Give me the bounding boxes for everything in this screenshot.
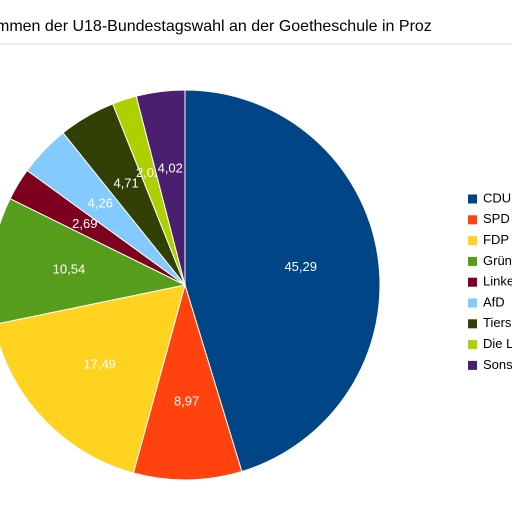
- legend-swatch: [468, 340, 477, 350]
- slice-label: 8,97: [174, 393, 199, 408]
- legend-swatch: [468, 194, 477, 204]
- pie-slice: [184, 89, 381, 473]
- legend-label: SPD: [483, 211, 510, 226]
- legend-label: Grün: [483, 253, 512, 268]
- legend-label: FDP: [483, 232, 509, 247]
- chart-title: mmen der U18-Bundestagswahl an der Goeth…: [0, 18, 432, 35]
- pie-slice: [132, 283, 243, 481]
- slice-label: 4,26: [88, 196, 113, 211]
- legend-swatch: [468, 298, 477, 308]
- pie-slice: [135, 89, 186, 286]
- pie-slice: [0, 284, 186, 474]
- legend-swatch: [468, 236, 477, 246]
- legend-swatch: [468, 256, 477, 266]
- slice-label: 2,69: [72, 216, 97, 231]
- slice-label: 17,49: [83, 356, 116, 371]
- legend-swatch: [468, 215, 477, 225]
- slice-label: 10,54: [53, 262, 86, 277]
- legend-label: Die L: [483, 336, 512, 351]
- legend-label: Linke: [483, 274, 512, 289]
- legend-label: AfD: [483, 294, 505, 309]
- legend-label: Tiers: [483, 315, 512, 330]
- slice-label: 45,29: [284, 259, 317, 274]
- slice-label: 4,02: [158, 160, 183, 175]
- legend-label: CDU: [483, 190, 511, 205]
- slice-label: 4,71: [113, 175, 138, 190]
- legend-swatch: [468, 277, 477, 287]
- pie-slice: [0, 198, 187, 324]
- legend-swatch: [468, 360, 477, 370]
- legend-swatch: [468, 319, 477, 329]
- legend-label: Sons: [483, 357, 512, 372]
